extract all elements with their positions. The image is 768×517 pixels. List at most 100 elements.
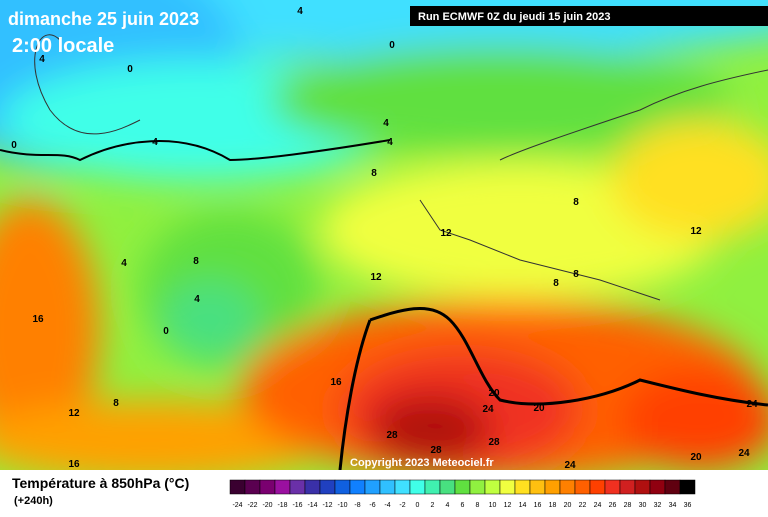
contour-label: 4: [194, 294, 200, 305]
contour-label: 12: [370, 272, 382, 283]
scale-tick-label: 18: [549, 502, 557, 509]
contour-labels: 4 0 0 4 0 4 4 4 8 8 12 12 8 8 4 8 4 0 12 16 16 8 12 16 20 20 24 24 2…: [11, 6, 758, 471]
contour-label: 20: [488, 388, 500, 399]
scale-swatch: [409, 479, 426, 495]
contour-label: 0: [127, 64, 133, 75]
run-label: Run ECMWF 0Z du jeudi 15 juin 2023: [418, 11, 611, 23]
scale-swatch: [484, 479, 501, 495]
contour-label: 24: [746, 399, 758, 410]
contour-label: 4: [39, 54, 45, 65]
contour-label: 12: [68, 408, 80, 419]
scale-swatch: [514, 479, 531, 495]
contour-label: 8: [573, 269, 579, 280]
scale-tick-label: 0: [416, 502, 420, 509]
contour-label: 16: [330, 377, 342, 388]
scale-swatch: [649, 479, 666, 495]
scale-swatch: [544, 479, 561, 495]
contour-label: 4: [383, 118, 389, 129]
scale-swatch: [499, 479, 516, 495]
scale-swatch: [304, 479, 321, 495]
scale-swatch: [349, 479, 366, 495]
contour-label: 8: [573, 197, 579, 208]
scale-swatch: [379, 479, 396, 495]
scale-tick-label: 12: [504, 502, 512, 509]
scale-tick-label: 36: [684, 502, 692, 509]
scale-swatch: [454, 479, 471, 495]
scale-tick-label: -2: [399, 502, 405, 509]
contour-label: 4: [387, 137, 393, 148]
scale-swatch: [469, 479, 486, 495]
contour-label: 28: [386, 430, 398, 441]
scale-swatch: [289, 479, 306, 495]
scale-tick-label: -16: [292, 502, 302, 509]
scale-tick-label: 6: [461, 502, 465, 509]
scale-swatch: [619, 479, 636, 495]
scale-tick-label: -6: [369, 502, 375, 509]
scale-swatch: [634, 479, 651, 495]
scale-swatch: [679, 479, 696, 495]
contour-label: 8: [553, 278, 559, 289]
scale-swatch: [604, 479, 621, 495]
copyright: Copyright 2023 Meteociel.fr: [350, 457, 494, 469]
scale-swatch: [424, 479, 441, 495]
contour-label: 0: [389, 40, 395, 51]
contour-label: 16: [32, 314, 44, 325]
scale-swatch: [319, 479, 336, 495]
scale-swatch: [529, 479, 546, 495]
scale-swatch: [244, 479, 261, 495]
scale-tick-label: 20: [564, 502, 572, 509]
scale-tick-label: 26: [609, 502, 617, 509]
scale-swatch: [274, 479, 291, 495]
contour-label: 28: [430, 445, 442, 456]
contour-label: 4: [297, 6, 303, 17]
scale-tick-label: 4: [446, 502, 450, 509]
scale-swatch: [589, 479, 606, 495]
contour-label: 8: [371, 168, 377, 179]
scale-tick-label: -4: [384, 502, 390, 509]
contour-label: 0: [163, 326, 169, 337]
scale-tick-label: 10: [489, 502, 497, 509]
scale-tick-label: -8: [354, 502, 360, 509]
contour-label: 28: [488, 437, 500, 448]
temperature-field: Run ECMWF 0Z du jeudi 15 juin 2023 diman…: [0, 0, 768, 471]
contour-label: 16: [68, 459, 80, 470]
contour-label: 24: [482, 404, 494, 415]
legend-lead: (+240h): [14, 495, 53, 507]
contour-label: 4: [121, 258, 127, 269]
scale-tick-label: 16: [534, 502, 542, 509]
contour-label: 12: [440, 228, 452, 239]
scale-tick-label: -12: [322, 502, 332, 509]
time-label: 2:00 locale: [12, 35, 114, 57]
color-scale: -24 -22 -20 -18 -16 -14 -12 -10 -8 -6 -4 -2 0 2 4 6 8 10 1…: [229, 479, 696, 509]
scale-tick-label: 14: [519, 502, 527, 509]
scale-tick-label: 28: [624, 502, 632, 509]
contour-label: 20: [690, 452, 702, 463]
scale-tick-label: -14: [307, 502, 317, 509]
date-label: dimanche 25 juin 2023: [8, 9, 199, 29]
scale-tick-label: 32: [654, 502, 662, 509]
contour-label: 0: [11, 140, 17, 151]
scale-tick-label: 2: [431, 502, 435, 509]
scale-tick-label: 8: [476, 502, 480, 509]
scale-swatch: [259, 479, 276, 495]
scale-swatch: [664, 479, 681, 495]
scale-tick-label: -24: [232, 502, 242, 509]
scale-tick-label: -10: [337, 502, 347, 509]
scale-swatch: [364, 479, 381, 495]
contour-label: 12: [690, 226, 702, 237]
contour-label: 24: [564, 460, 576, 471]
scale-tick-label: 22: [579, 502, 587, 509]
contour-label: 4: [152, 137, 158, 148]
scale-swatch: [394, 479, 411, 495]
scale-tick-label: -18: [277, 502, 287, 509]
scale-swatch: [229, 479, 246, 495]
contour-label: 24: [738, 448, 750, 459]
contour-label: 20: [533, 403, 545, 414]
scale-tick-label: 30: [639, 502, 647, 509]
scale-swatch: [559, 479, 576, 495]
contour-label: 8: [113, 398, 119, 409]
contour-label: 8: [193, 256, 199, 267]
scale-swatch: [439, 479, 456, 495]
scale-tick-label: 24: [594, 502, 602, 509]
